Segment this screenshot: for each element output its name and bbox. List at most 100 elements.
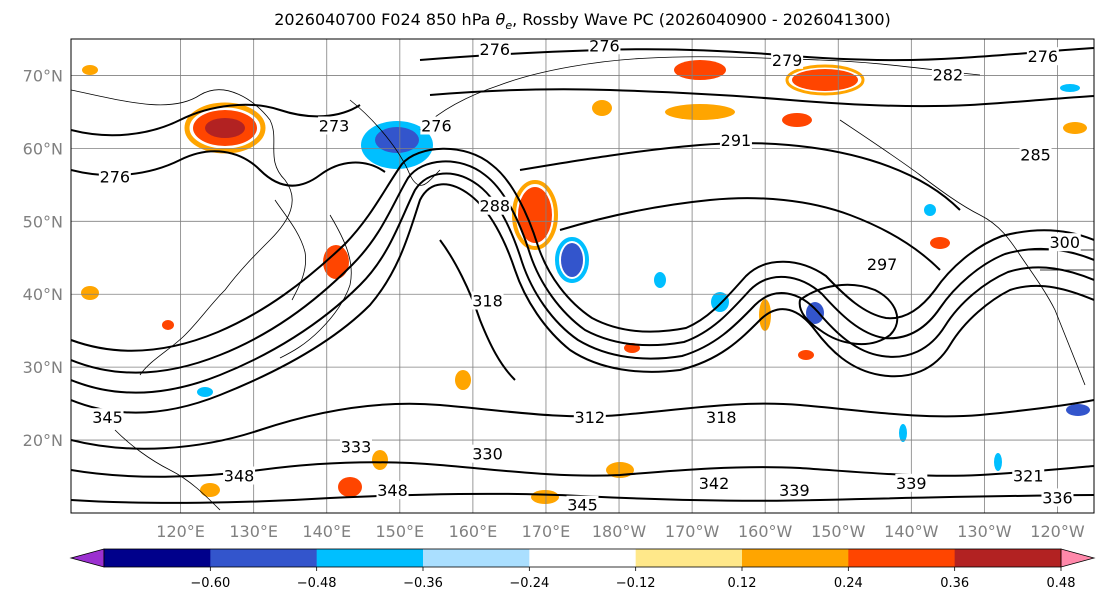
contour-label-background bbox=[223, 466, 256, 485]
contour-line bbox=[71, 160, 1094, 374]
positive-anomaly-patch bbox=[82, 65, 98, 75]
negative-anomaly-patch bbox=[197, 387, 213, 397]
map-gridlines bbox=[71, 39, 1094, 513]
contour-label-background bbox=[318, 116, 351, 135]
title-prefix: 2026040700 F024 850 hPa bbox=[274, 10, 496, 29]
contour-label-background bbox=[573, 408, 606, 427]
contour-label: 279 bbox=[772, 51, 803, 70]
title-suffix: , Rossby Wave PC (2026040900 - 202604130… bbox=[512, 10, 891, 29]
positive-anomaly-core bbox=[205, 118, 245, 138]
south-china-coastline bbox=[114, 429, 221, 511]
korea-coastline bbox=[274, 199, 307, 301]
contour-label: 288 bbox=[480, 197, 511, 216]
contour-label-background bbox=[1048, 233, 1081, 252]
contour-label: 348 bbox=[377, 481, 408, 500]
longitude-tick-label: 130°E bbox=[229, 522, 278, 541]
contour-label: 330 bbox=[472, 445, 503, 464]
colorbar-tick-label: −0.60 bbox=[190, 576, 230, 591]
map-frame bbox=[70, 38, 1095, 514]
colorbar-extend-min bbox=[69, 548, 105, 568]
contour-label-background bbox=[471, 444, 504, 463]
positive-anomaly-patch bbox=[323, 245, 349, 279]
longitude-tick-label: 130°W bbox=[957, 522, 1012, 541]
coastlines bbox=[71, 56, 1094, 511]
contour-line bbox=[71, 172, 1094, 394]
longitude-tick-label: 180°W bbox=[592, 522, 647, 541]
contour-label-background bbox=[1012, 466, 1045, 485]
latitude-tick-labels: 70°N 60°N 50°N 40°N 30°N 20°N bbox=[23, 66, 63, 450]
contour-label: 276 bbox=[421, 117, 452, 136]
title-theta: θ bbox=[495, 10, 506, 29]
contour-label: 333 bbox=[341, 437, 372, 456]
contour-label: 291 bbox=[721, 131, 752, 150]
contour-line bbox=[71, 183, 1094, 414]
positive-anomaly-patch bbox=[792, 69, 858, 91]
figure-title: 2026040700 F024 850 hPa θe, Rossby Wave … bbox=[0, 10, 1105, 32]
colorbar-segment bbox=[529, 549, 637, 567]
latitude-tick-label: 40°N bbox=[23, 285, 63, 304]
contour-line bbox=[559, 197, 941, 271]
latitude-tick-label: 30°N bbox=[23, 358, 63, 377]
contour-label-background bbox=[771, 50, 804, 69]
negative-anomaly-patch bbox=[899, 424, 907, 442]
negative-anomaly-core bbox=[375, 127, 419, 153]
contour-line bbox=[71, 150, 386, 187]
positive-anomaly-patch bbox=[81, 286, 99, 300]
longitude-tick-label: 120°W bbox=[1030, 522, 1085, 541]
longitude-tick-label: 170°W bbox=[665, 522, 720, 541]
negative-anomaly-patch bbox=[654, 272, 666, 288]
latitude-tick-label: 20°N bbox=[23, 431, 63, 450]
colorbar-segment bbox=[848, 549, 956, 567]
contour-label: 276 bbox=[100, 168, 131, 187]
colorbar-segment bbox=[954, 549, 1062, 567]
asia-coastline bbox=[71, 89, 293, 376]
longitude-tick-label: 120°E bbox=[156, 522, 205, 541]
map-plot-area: 276 276 279 282 276 276 273 276 291 288 285 297 300 3… bbox=[71, 36, 1094, 515]
contour-label-background bbox=[471, 291, 504, 310]
colorbar-segment bbox=[635, 549, 743, 567]
colorbar-tick-label: −0.48 bbox=[297, 576, 337, 591]
contour-label-background bbox=[588, 39, 621, 55]
latitude-tick-label: 60°N bbox=[23, 139, 63, 158]
contour-line bbox=[71, 461, 1094, 478]
colorbar-segment bbox=[210, 549, 318, 567]
contour-label-background bbox=[778, 481, 811, 500]
contour-label-background bbox=[705, 408, 738, 427]
negative-anomaly-patch bbox=[1060, 84, 1080, 92]
contour-label: 282 bbox=[933, 65, 964, 84]
colorbar-tick-label: −0.12 bbox=[616, 576, 656, 591]
positive-anomaly-patch bbox=[674, 60, 726, 80]
north-america-coastline bbox=[839, 119, 1086, 386]
negative-anomaly-patch bbox=[561, 243, 583, 277]
contour-label-background bbox=[866, 255, 899, 274]
colorbar-tick-label: 0.36 bbox=[940, 576, 969, 591]
contour-label: 297 bbox=[867, 255, 898, 274]
colorbar-outline bbox=[103, 548, 1062, 568]
contour-label-background bbox=[931, 65, 964, 84]
theta-e-contours bbox=[71, 47, 1094, 504]
positive-anomaly-patch bbox=[455, 370, 471, 390]
contour-label: 342 bbox=[699, 474, 730, 493]
positive-anomaly-patch bbox=[930, 237, 950, 249]
longitude-tick-label: 160°E bbox=[449, 522, 498, 541]
title-theta-subscript: e bbox=[505, 19, 513, 33]
contour-label-background bbox=[91, 408, 124, 427]
contour-line bbox=[71, 103, 361, 137]
contour-line bbox=[71, 147, 1094, 352]
positive-anomaly-patch bbox=[518, 187, 552, 243]
longitude-tick-label: 150°W bbox=[811, 522, 866, 541]
contour-label: 273 bbox=[319, 117, 350, 136]
contour-label: 345 bbox=[567, 496, 598, 515]
japan-coastline bbox=[279, 214, 352, 359]
colorbar-tick-label: 0.24 bbox=[834, 576, 863, 591]
contour-label: 339 bbox=[896, 474, 927, 493]
latitude-tick-label: 70°N bbox=[23, 66, 63, 85]
contour-label: 276 bbox=[589, 36, 620, 55]
contour-label: 339 bbox=[779, 481, 810, 500]
contour-label-background bbox=[719, 131, 752, 150]
contour-label-background bbox=[339, 437, 372, 456]
contour-label-background bbox=[566, 495, 599, 513]
contour-labels: 276 276 279 282 276 276 273 276 291 288 285 297 300 3… bbox=[91, 36, 1081, 515]
contour-closed bbox=[798, 283, 899, 346]
colorbar-extend-max bbox=[1060, 548, 1096, 568]
